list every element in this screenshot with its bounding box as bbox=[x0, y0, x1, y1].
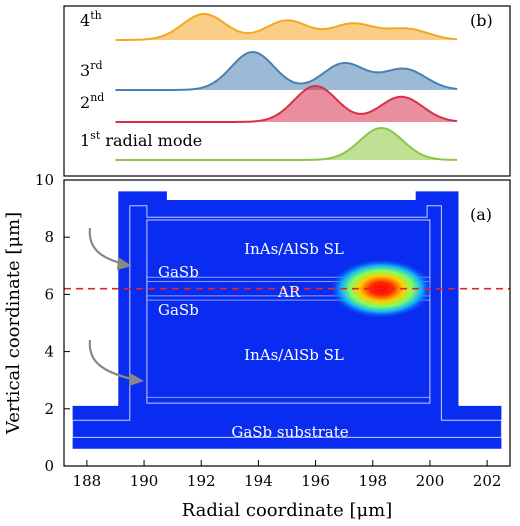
x-tick-label-192: 192 bbox=[187, 472, 216, 490]
mode-area-2nd bbox=[115, 86, 458, 122]
x-tick-label-200: 200 bbox=[416, 472, 445, 490]
mode-area-1st bbox=[115, 128, 458, 160]
y-axis-ticks: 0 2 4 6 8 10 bbox=[35, 171, 70, 475]
mode4-label: 4th bbox=[80, 9, 102, 30]
y-tick-label-8: 8 bbox=[44, 228, 54, 246]
mode-line-2nd bbox=[115, 84, 458, 123]
arrow-sixny bbox=[88, 339, 137, 382]
x-tick-label-198: 198 bbox=[358, 472, 387, 490]
x-axis-label: Radial coordinate [μm] bbox=[182, 500, 393, 521]
y-tick-label-4: 4 bbox=[44, 343, 54, 361]
mode-line-3rd bbox=[115, 50, 458, 91]
label-sl-bottom: InAs/AlSb SL bbox=[244, 346, 344, 364]
panel-a: InAs/AlSb SL GaSb AR GaSb InAs/AlSb SL G… bbox=[3, 171, 511, 521]
mode-area-3rd bbox=[115, 52, 458, 90]
x-tick-label-202: 202 bbox=[473, 472, 502, 490]
x-axis-ticks: 188 190 192 194 196 198 200 202 bbox=[73, 460, 502, 490]
layer-outline-0 bbox=[72, 205, 502, 438]
label-ar: AR bbox=[277, 283, 301, 301]
y-tick-label-6: 6 bbox=[44, 285, 54, 303]
mode1-label: 1st radial mode bbox=[80, 129, 202, 150]
label-sixny: SixNy bbox=[69, 317, 109, 338]
arrow-sixny-head bbox=[129, 373, 144, 386]
y-axis-label: Vertical coordinate [μm] bbox=[3, 212, 24, 435]
mode-profiles bbox=[115, 13, 458, 161]
label-gasb-top: GaSb bbox=[158, 263, 199, 281]
x-tick-label-188: 188 bbox=[73, 472, 102, 490]
panel-b: (b) 4th 3rd 2nd 1st radial mode bbox=[63, 5, 511, 177]
x-tick-label-194: 194 bbox=[244, 472, 273, 490]
mode3-label: 3rd bbox=[80, 59, 103, 80]
y-tick-label-10: 10 bbox=[35, 171, 54, 189]
y-tick-label-0: 0 bbox=[44, 457, 54, 475]
x-tick-label-196: 196 bbox=[301, 472, 330, 490]
panel-b-label: (b) bbox=[470, 11, 493, 30]
label-sl-top: InAs/AlSb SL bbox=[244, 240, 344, 258]
label-substrate: GaSb substrate bbox=[231, 423, 348, 441]
panel-a-label: (a) bbox=[470, 205, 492, 224]
mode-line-1st bbox=[115, 126, 458, 161]
label-gasb-bottom: GaSb bbox=[158, 301, 199, 319]
mode-line-4th bbox=[115, 13, 458, 41]
device-cross-section bbox=[72, 191, 502, 449]
mode-area-4th bbox=[115, 14, 458, 40]
y-tick-label-2: 2 bbox=[44, 400, 54, 418]
layer-outline-1 bbox=[146, 219, 431, 404]
mode2-label: 2nd bbox=[80, 91, 104, 112]
label-ti-au: Ti/Au bbox=[69, 206, 110, 224]
panel-a-frame bbox=[63, 179, 511, 467]
x-tick-label-190: 190 bbox=[130, 472, 159, 490]
arrow-ti-au-head bbox=[117, 257, 132, 270]
